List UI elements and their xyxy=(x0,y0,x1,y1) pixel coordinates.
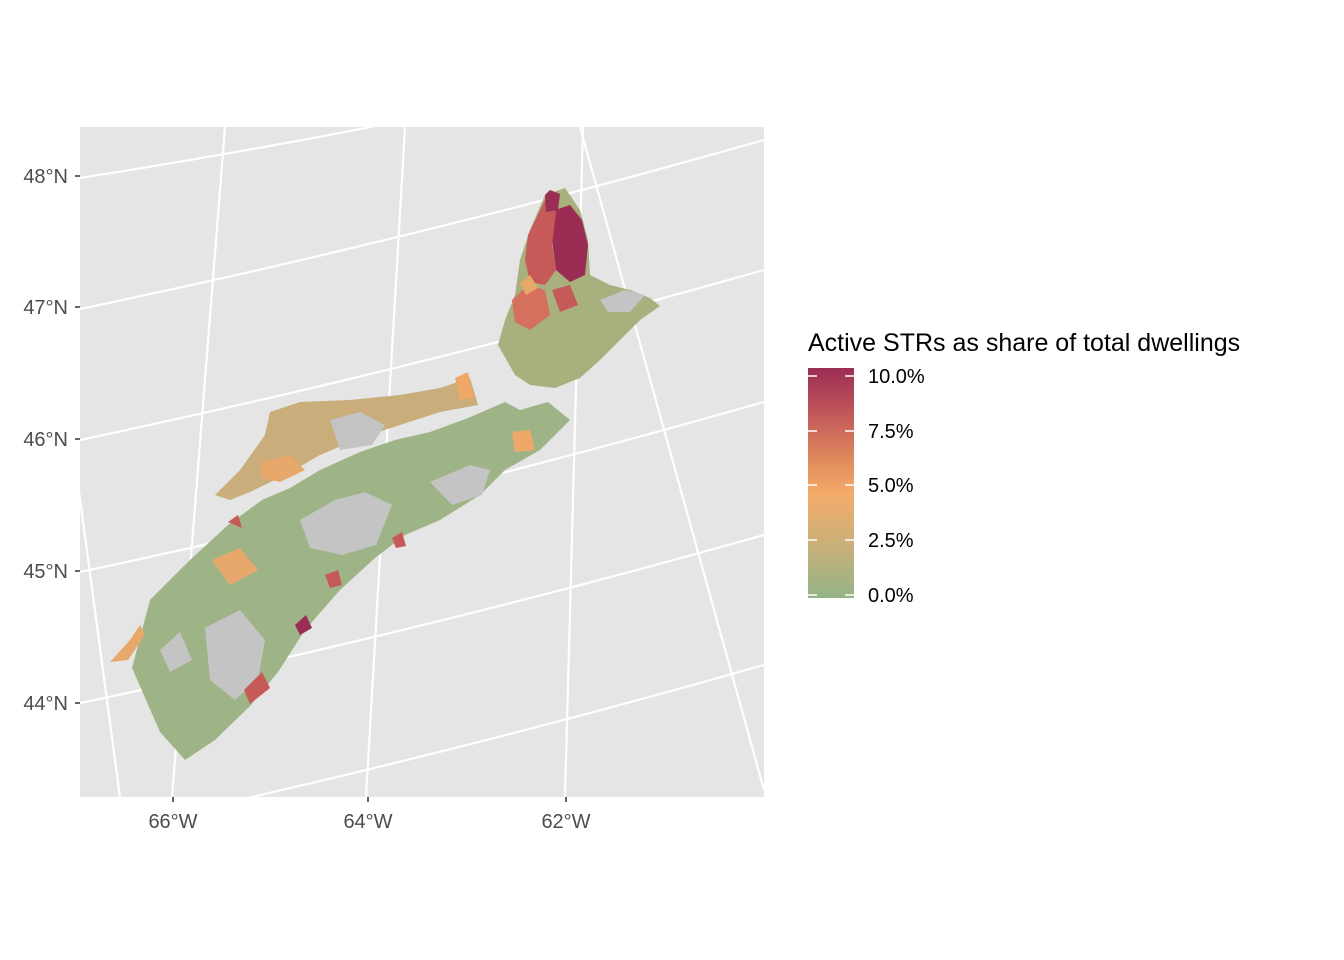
mid-share-region-1 xyxy=(260,455,305,482)
high-share-coast-2 xyxy=(295,615,312,635)
no-data-region-north xyxy=(330,412,385,450)
mid-share-region-2 xyxy=(212,548,258,585)
lon-axis: 66°W 64°W 62°W xyxy=(148,797,591,833)
legend-label-0: 0.0% xyxy=(868,585,914,607)
no-data-region-east xyxy=(430,465,490,505)
lat-axis: 48°N 47°N 46°N 45°N 44°N xyxy=(23,166,80,715)
no-data-region-west xyxy=(160,632,192,672)
lat-label-47: 47°N xyxy=(23,297,68,319)
graticule-lat-47 xyxy=(80,138,764,311)
legend-ticks xyxy=(808,375,854,596)
cape-breton-orange xyxy=(520,275,538,295)
high-share-coast-4 xyxy=(228,515,242,528)
graticule-lat-48 xyxy=(80,127,377,180)
legend-title: Active STRs as share of total dwellings xyxy=(808,329,1240,357)
lat-label-46: 46°N xyxy=(23,429,68,451)
cape-breton-north-tip xyxy=(545,190,560,212)
cape-breton-grey xyxy=(600,290,645,312)
lat-label-44: 44°N xyxy=(23,693,68,715)
legend-colorbar xyxy=(808,368,854,598)
cape-breton-highlands-west xyxy=(525,200,556,285)
choropleth-layer xyxy=(110,188,660,760)
legend-label-2-5: 2.5% xyxy=(868,530,914,552)
high-share-coast-3 xyxy=(325,570,342,588)
western-tip-region xyxy=(110,625,145,662)
mid-share-region-3 xyxy=(512,430,535,452)
cape-breton-highlands-east xyxy=(552,205,588,282)
legend-label-5: 5.0% xyxy=(868,475,914,497)
cape-breton-mid-west xyxy=(512,285,550,330)
no-data-region-interior xyxy=(300,492,392,555)
graticule-lon-68 xyxy=(80,490,122,797)
legend-label-10: 10.0% xyxy=(868,366,925,388)
high-share-coast-5 xyxy=(392,532,406,548)
lon-label-64: 64°W xyxy=(343,811,392,833)
graticule-lat-46 xyxy=(80,268,764,442)
lon-label-62: 62°W xyxy=(541,811,590,833)
mid-share-region-4 xyxy=(455,372,474,400)
cape-breton-mid-east xyxy=(552,285,578,312)
legend: Active STRs as share of total dwellings … xyxy=(808,329,1240,607)
high-share-coast-1 xyxy=(244,672,270,704)
graticule-lat-43 xyxy=(246,663,764,797)
graticule-lon-60 xyxy=(578,127,764,791)
lat-label-48: 48°N xyxy=(23,166,68,188)
no-data-region-south xyxy=(205,610,265,700)
lat-label-45: 45°N xyxy=(23,561,68,583)
legend-label-7-5: 7.5% xyxy=(868,421,914,443)
lon-label-66: 66°W xyxy=(148,811,197,833)
